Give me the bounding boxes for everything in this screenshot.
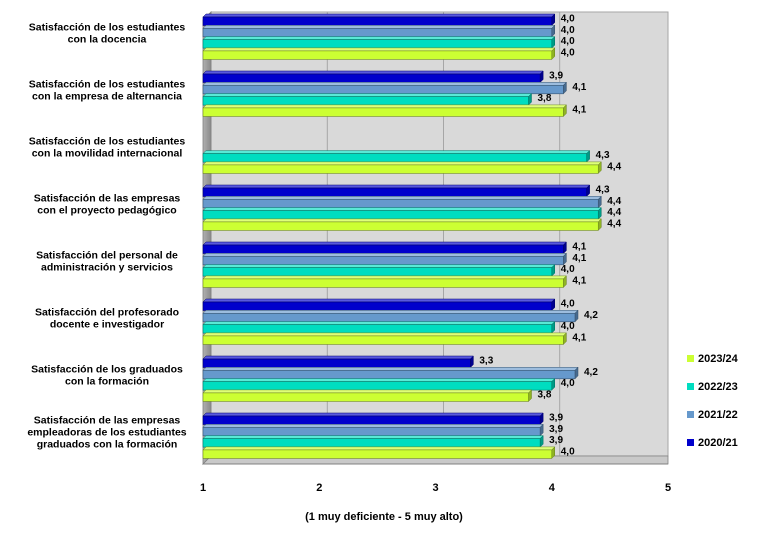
data-label: 4,3 [596,150,610,161]
tick-label: 1 [200,482,206,494]
category-label: Satisfacción de las empresas con el proye… [34,193,181,217]
data-label: 4,4 [607,196,621,207]
bar-marks: 4,04,04,04,03,94,13,84,14,34,44,34,44,44… [202,13,622,460]
bar [202,35,556,49]
legend-swatch [687,439,694,446]
legend-item: 2020/21 [687,437,738,449]
data-label: 4,0 [561,14,575,25]
legend-item: 2021/22 [687,409,738,421]
data-label: 4,0 [561,25,575,36]
legend-label: 2021/22 [698,409,738,421]
data-label: 4,0 [561,321,575,332]
bar [202,366,579,380]
data-label: 4,4 [607,218,621,229]
data-label: 4,3 [596,185,610,196]
tick-label: 3 [432,482,438,494]
data-label: 4,0 [561,264,575,275]
bar [202,161,602,175]
category-labels: Satisfacción de los estudiantes con la do… [27,22,186,451]
bar [202,423,544,437]
x-axis-ticks: 1 2 3 4 5 [200,482,671,494]
bar [202,218,602,232]
data-label: 4,1 [572,275,586,286]
legend-swatch [687,355,694,362]
data-label: 4,1 [572,82,586,93]
bar [202,184,591,198]
bar [202,309,579,323]
bar [202,275,567,289]
legend-label: 2023/24 [698,353,739,365]
bar [202,70,544,84]
tick-label: 5 [665,482,671,494]
data-label: 4,4 [607,161,621,172]
bar [202,252,567,266]
bar [202,332,567,346]
data-label: 4,2 [584,367,598,378]
bar [202,263,556,277]
data-label: 3,9 [549,413,563,424]
bar [202,446,556,460]
data-label: 4,0 [561,36,575,47]
x-axis-label: (1 muy deficiente - 5 muy alto) [305,511,463,523]
data-label: 3,9 [549,71,563,82]
data-label: 4,2 [584,310,598,321]
data-label: 3,9 [549,435,563,446]
legend: 2023/24 2022/23 2021/22 2020/21 [687,353,739,449]
bar [202,389,533,403]
bar [202,24,556,38]
data-label: 4,0 [561,378,575,389]
category-label: Satisfacción del personal de administraci… [36,250,178,274]
legend-label: 2020/21 [698,437,738,449]
data-label: 4,0 [561,299,575,310]
tick-label: 4 [549,482,556,494]
category-label: Satisfacción de las empresas empleadoras … [27,415,186,451]
legend-swatch [687,383,694,390]
legend-item: 2023/24 [687,353,739,365]
bar [202,377,556,391]
bar [202,81,567,95]
bar [202,195,602,209]
legend-label: 2022/23 [698,381,738,393]
data-label: 3,9 [549,424,563,435]
legend-item: 2022/23 [687,381,738,393]
bar [202,434,544,448]
bar [202,241,567,255]
category-label: Satisfacción de los graduados con la form… [31,364,183,388]
bar [202,47,556,61]
category-label: Satisfacción de los estudiantes con la do… [29,22,186,46]
data-label: 4,4 [607,207,621,218]
bar [202,298,556,312]
bar [202,149,591,163]
bar [202,13,556,27]
data-label: 4,0 [561,47,575,58]
data-label: 4,1 [572,253,586,264]
data-label: 3,8 [538,93,552,104]
data-label: 4,0 [561,446,575,457]
category-label: Satisfacción de los estudiantes con la mo… [29,136,186,160]
data-label: 3,8 [538,389,552,400]
bar [202,206,602,220]
legend-swatch [687,411,694,418]
category-label: Satisfacción de los estudiantes con la em… [29,79,186,103]
category-label: Satisfacción del profesorado docente e in… [35,307,179,331]
bar [202,104,567,118]
data-label: 3,3 [479,356,493,367]
bar [202,355,474,369]
tick-label: 2 [316,482,322,494]
data-label: 4,1 [572,104,586,115]
data-label: 4,1 [572,332,586,343]
bar [202,92,533,106]
data-label: 4,1 [572,242,586,253]
bar [202,412,544,426]
bar [202,320,556,334]
